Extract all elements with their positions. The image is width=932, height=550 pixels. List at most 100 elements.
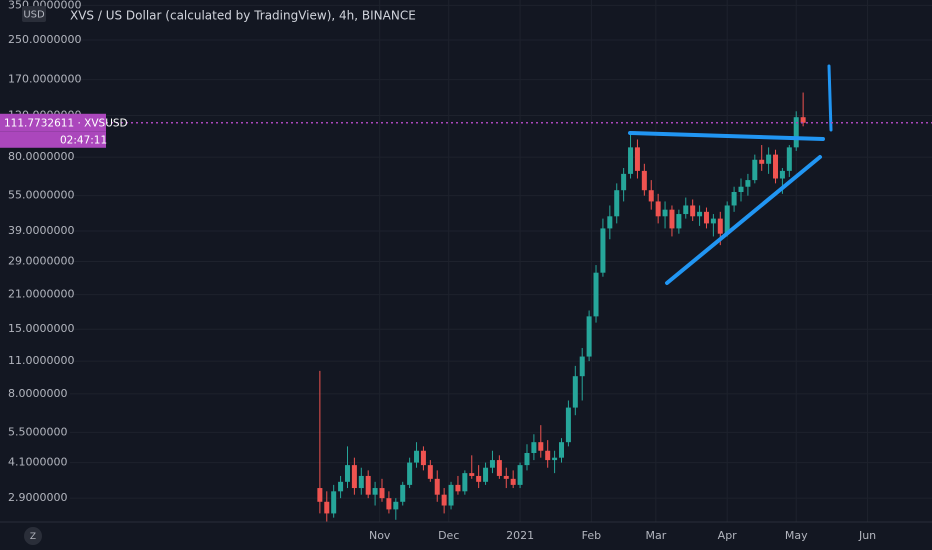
y-tick-label: 5.5000000 xyxy=(8,425,68,438)
candle-body xyxy=(503,475,509,479)
y-tick-label: 4.1000000 xyxy=(8,456,68,469)
candle-body xyxy=(703,211,709,224)
candle-body xyxy=(400,484,406,502)
y-tick-label: 250.0000000 xyxy=(8,33,81,46)
y-tick-label: 8.0000000 xyxy=(8,387,68,400)
y-tick-label: 21.0000000 xyxy=(8,288,74,301)
candle-body xyxy=(358,475,364,489)
y-tick-label: 80.0000000 xyxy=(8,150,74,163)
countdown-box xyxy=(0,131,106,148)
candle-body xyxy=(676,214,682,229)
currency-box xyxy=(22,6,46,22)
price-label: 111.7732611 · XVSUSD xyxy=(4,117,128,129)
candle-body xyxy=(724,205,730,234)
candle-body xyxy=(717,218,723,234)
candle-body xyxy=(496,460,502,476)
candle-body xyxy=(655,201,661,217)
candle-body xyxy=(510,478,516,485)
candle-body xyxy=(759,159,765,164)
trend-line xyxy=(827,64,833,132)
candle-body xyxy=(572,376,578,408)
candle-body xyxy=(552,457,558,461)
candle-body xyxy=(697,211,703,217)
x-tick-label: Dec xyxy=(438,529,459,542)
currency: USD xyxy=(23,10,45,21)
candle-body xyxy=(607,216,613,229)
candle-body xyxy=(683,205,689,215)
candle-body xyxy=(344,465,350,482)
y-tick-label: 55.0000000 xyxy=(8,189,74,202)
y-tick-label: 170.0000000 xyxy=(8,73,81,86)
candle-body xyxy=(628,147,634,174)
log-toggle-icon: Z xyxy=(30,532,36,542)
candle-body xyxy=(593,272,599,317)
x-tick-label: Apr xyxy=(718,529,738,542)
candle-body xyxy=(455,484,461,492)
candle-body xyxy=(800,117,806,123)
candle-body xyxy=(379,488,385,499)
candle-body xyxy=(331,491,337,514)
candle-body xyxy=(524,453,530,466)
y-tick-label: 2.9000000 xyxy=(8,491,68,504)
x-tick-label: May xyxy=(785,529,808,542)
candle-body xyxy=(614,190,620,217)
x-tick-label: Mar xyxy=(645,529,666,542)
x-tick-label: Feb xyxy=(582,529,601,542)
trend-line xyxy=(628,131,825,141)
x-tick-label: Nov xyxy=(369,529,391,542)
candle-body xyxy=(372,488,378,495)
x-tick-label: 2021 xyxy=(506,529,534,542)
candle-body xyxy=(600,228,606,273)
candle-body xyxy=(407,462,413,485)
y-tick-label: 15.0000000 xyxy=(8,322,74,335)
y-tick-label: 11.0000000 xyxy=(8,354,74,367)
candle-body xyxy=(469,473,475,476)
candle-body xyxy=(648,190,654,202)
candle-body xyxy=(317,488,323,502)
candle-body xyxy=(462,473,468,492)
candle-body xyxy=(579,356,585,377)
candle-body xyxy=(731,192,737,206)
candle-body xyxy=(338,481,344,492)
candle-body xyxy=(690,205,696,217)
candle-body xyxy=(745,180,751,187)
candle-body xyxy=(393,501,399,510)
candle-body xyxy=(420,450,426,466)
candle-body xyxy=(779,170,785,179)
candle-body xyxy=(669,209,675,229)
candle-body xyxy=(531,442,537,454)
candle-body xyxy=(793,117,799,148)
candle-body xyxy=(434,478,440,495)
y-tick-label: 350.0000000 xyxy=(8,0,81,11)
candle-body xyxy=(441,494,447,506)
y-tick-label: 29.0000000 xyxy=(8,254,74,267)
candle-body xyxy=(489,460,495,468)
candle-body xyxy=(538,442,544,451)
candle-body xyxy=(773,154,779,179)
candle-body xyxy=(545,450,551,461)
candle-body xyxy=(324,501,330,514)
candles xyxy=(317,92,806,522)
trend-line xyxy=(665,155,822,285)
candle-body xyxy=(662,209,668,217)
candle-body xyxy=(710,218,716,224)
candle-body xyxy=(786,147,792,171)
candle-body xyxy=(351,465,357,489)
candle-body xyxy=(483,467,489,482)
candle-body xyxy=(641,170,647,191)
candle-body xyxy=(766,154,772,164)
chart-title: XVS / US Dollar (calculated by TradingVi… xyxy=(70,9,416,23)
candle-body xyxy=(559,442,565,458)
log-toggle[interactable] xyxy=(24,527,42,545)
candle-body xyxy=(565,407,571,443)
candle-body xyxy=(365,475,371,495)
y-tick-label: 39.0000000 xyxy=(8,224,74,237)
candle-body xyxy=(427,465,433,479)
candle-body xyxy=(752,159,758,181)
countdown: 02:47:11 xyxy=(60,134,107,146)
x-tick-label: Jun xyxy=(858,529,876,542)
